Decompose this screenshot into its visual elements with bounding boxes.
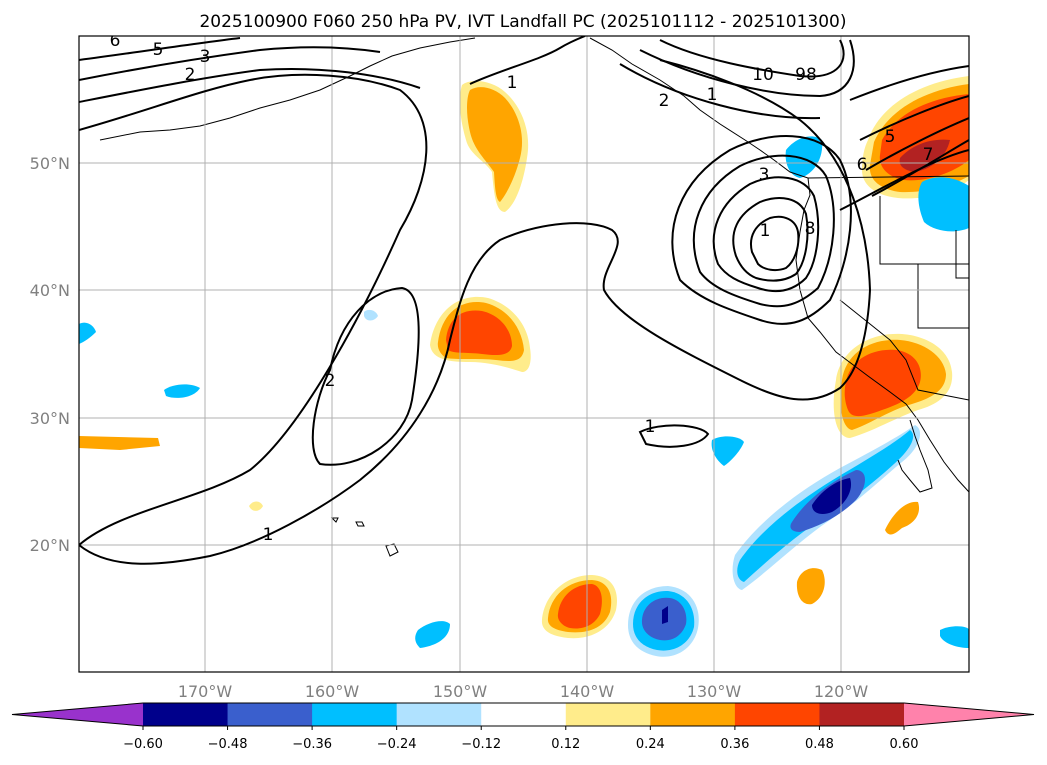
- colorbar-tick-label: 0.60: [890, 737, 919, 752]
- contour-label: 5: [153, 40, 164, 60]
- contour-label: 7: [923, 145, 934, 165]
- contour-label: 2: [185, 65, 196, 85]
- lat-label-30n: 30°N: [30, 409, 70, 428]
- contour-label: 6: [110, 31, 121, 51]
- contour-label: 1: [760, 221, 771, 241]
- contour-label: 98: [795, 65, 817, 85]
- colorbar-tick-label: −0.36: [292, 737, 332, 752]
- colorbar-tick-label: −0.24: [377, 737, 417, 752]
- pv-contours: [79, 36, 969, 565]
- pv-contour-1-main: [79, 73, 428, 546]
- lon-label-140w: 140°W: [560, 682, 615, 701]
- contour-label: 3: [200, 47, 211, 67]
- contour-label: 3: [759, 165, 770, 185]
- coastlines: [99, 37, 969, 557]
- lat-tick-labels: 50°N 40°N 30°N 20°N: [30, 154, 70, 555]
- contour-label: 1: [707, 85, 718, 105]
- gridlines: [79, 36, 969, 672]
- colorbar-swatch: [650, 703, 736, 726]
- contour-label: 2: [325, 371, 336, 391]
- lat-label-20n: 20°N: [30, 536, 70, 555]
- colorbar: −0.60 −0.48 −0.36 −0.24 −0.12 0.12 0.24 0.36 0.4…: [11, 702, 1035, 752]
- pv-contour-labels: 1 1 2 2 3 5 6 1 1 3 8 10 98 2 1 5 6 7: [110, 31, 934, 545]
- contour-label: 5: [885, 127, 896, 147]
- lon-tick-labels: 170°W 160°W 150°W 140°W 130°W 120°W: [178, 682, 869, 701]
- lon-label-150w: 150°W: [433, 682, 488, 701]
- colorbar-extend-min: [12, 703, 143, 726]
- contour-label: 8: [805, 219, 816, 239]
- ivt-pc-shading: [79, 76, 969, 657]
- map-frame: [78, 35, 970, 673]
- colorbar-swatch: [734, 703, 820, 726]
- colorbar-tick-label: −0.60: [123, 737, 163, 752]
- colorbar-swatch: [481, 703, 567, 726]
- colorbar-swatch: [312, 703, 398, 726]
- colorbar-swatch: [143, 703, 229, 726]
- colorbar-swatch: [396, 703, 482, 726]
- lon-label-130w: 130°W: [687, 682, 742, 701]
- contour-label: 1: [263, 525, 274, 545]
- lon-label-160w: 160°W: [305, 682, 360, 701]
- colorbar-swatch: [819, 703, 905, 726]
- pv-contour-2-loop: [311, 286, 420, 466]
- colorbar-swatch: [227, 703, 313, 726]
- colorbar-tick-label: 0.12: [551, 737, 580, 752]
- contour-label: 10: [752, 65, 774, 85]
- lon-label-170w: 170°W: [178, 682, 233, 701]
- colorbar-tick-label: 0.24: [636, 737, 665, 752]
- contour-label: 1: [645, 417, 656, 437]
- contour-label: 6: [857, 155, 868, 175]
- colorbar-extend-max: [904, 703, 1034, 726]
- colorbar-tick-label: 0.36: [720, 737, 749, 752]
- contour-label: 2: [659, 91, 670, 111]
- map-title: 2025100900 F060 250 hPa PV, IVT Landfall…: [199, 12, 846, 32]
- colorbar-tick-label: −0.48: [208, 737, 248, 752]
- lon-label-120w: 120°W: [814, 682, 869, 701]
- colorbar-swatch: [565, 703, 651, 726]
- map-panel: 1 1 2 2 3 5 6 1 1 3 8 10 98 2 1 5 6 7: [78, 31, 970, 673]
- lat-label-40n: 40°N: [30, 281, 70, 300]
- colorbar-tick-label: 0.48: [805, 737, 834, 752]
- colorbar-tick-label: −0.12: [461, 737, 501, 752]
- contour-label: 1: [507, 73, 518, 93]
- lat-label-50n: 50°N: [30, 154, 70, 173]
